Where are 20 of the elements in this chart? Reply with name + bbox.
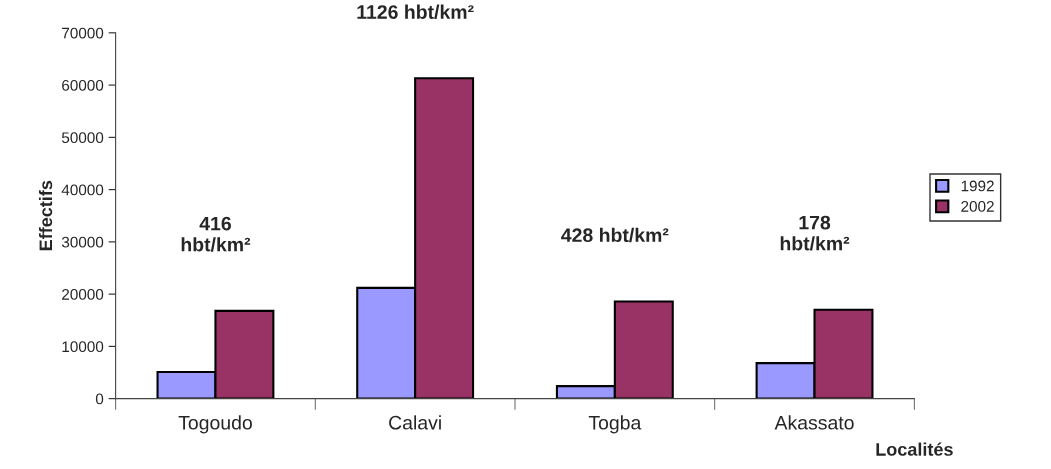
x-tick-label: Akassato bbox=[774, 415, 854, 430]
y-tick-label: 30000 bbox=[61, 236, 104, 248]
x-tick-label: Togoudo bbox=[178, 415, 252, 434]
y-axis-title: Effectifs bbox=[38, 180, 53, 251]
y-tick-label: 40000 bbox=[61, 184, 104, 196]
y-tick-label: 0 bbox=[95, 393, 104, 405]
annotation: 416 hbt/km² bbox=[181, 216, 251, 252]
x-tick-label: Calavi bbox=[389, 415, 441, 430]
annotation: 178 hbt/km² bbox=[780, 215, 850, 251]
legend-label: 2002 bbox=[961, 200, 994, 212]
y-tick-label: 50000 bbox=[61, 132, 104, 144]
y-tick-label: 70000 bbox=[62, 27, 104, 39]
y-tick-label: 20000 bbox=[62, 289, 104, 300]
y-tick-label: 60000 bbox=[62, 79, 104, 91]
legend-label: 1992 bbox=[961, 180, 994, 192]
text: 1126 hbt/km² bbox=[357, 4, 474, 20]
x-tick-label: Togba bbox=[588, 415, 642, 434]
annotation: 428 hbt/km² bbox=[561, 227, 669, 243]
y-tick-label: 10000 bbox=[62, 341, 104, 353]
x-axis-title: Localités bbox=[876, 442, 953, 456]
